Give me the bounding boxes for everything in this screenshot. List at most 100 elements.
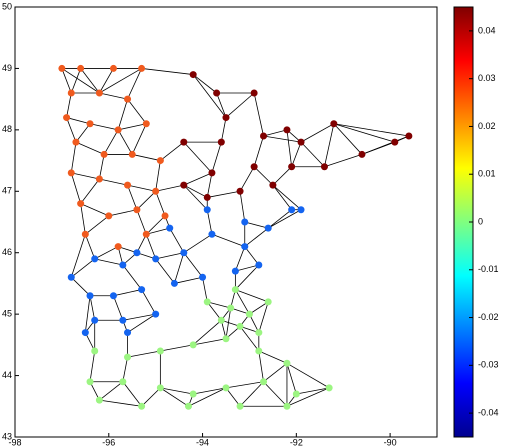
edge xyxy=(235,289,250,315)
edge xyxy=(108,209,137,217)
node xyxy=(72,138,80,146)
node xyxy=(119,261,127,269)
node xyxy=(91,255,99,263)
node xyxy=(250,163,258,171)
edge xyxy=(300,141,325,167)
edge xyxy=(183,172,213,186)
edge xyxy=(127,350,161,358)
edge xyxy=(324,123,335,167)
edge xyxy=(99,399,142,407)
node xyxy=(255,261,263,269)
edge xyxy=(122,357,128,382)
node xyxy=(114,126,122,134)
x-tick-label: -98 xyxy=(8,437,21,447)
node xyxy=(77,64,85,72)
edge xyxy=(192,74,227,118)
edge xyxy=(174,252,185,284)
edge xyxy=(136,209,147,235)
node xyxy=(208,169,216,177)
node xyxy=(95,89,103,97)
edge xyxy=(136,191,156,210)
node xyxy=(330,120,338,128)
node xyxy=(67,89,75,97)
node xyxy=(320,163,328,171)
edge xyxy=(263,129,288,137)
edge xyxy=(183,184,208,198)
colorbar-tick-label: 0.04 xyxy=(478,25,496,35)
node xyxy=(358,150,366,158)
edge xyxy=(61,68,100,94)
edge xyxy=(225,387,241,407)
edge xyxy=(272,184,302,211)
node xyxy=(255,347,263,355)
colorbar-tick-label: 0.01 xyxy=(478,169,496,179)
node xyxy=(217,138,225,146)
node xyxy=(128,150,136,158)
node xyxy=(283,126,291,134)
node xyxy=(264,298,272,306)
edge xyxy=(263,362,288,383)
node xyxy=(124,95,132,103)
colorbar-tick-label: -0.03 xyxy=(478,360,499,370)
edge xyxy=(253,135,264,167)
edge xyxy=(141,68,194,75)
node xyxy=(241,218,249,226)
edge xyxy=(155,160,161,192)
node xyxy=(189,390,197,398)
node xyxy=(222,114,230,122)
edge xyxy=(235,289,269,303)
edge xyxy=(225,381,264,389)
edge xyxy=(66,117,77,143)
colorbar-tick-label: 0.03 xyxy=(478,73,496,83)
edge xyxy=(239,381,264,407)
edge xyxy=(286,387,330,407)
node xyxy=(227,304,235,312)
edge xyxy=(160,387,194,395)
node xyxy=(288,206,296,214)
node xyxy=(63,114,71,122)
edge xyxy=(263,381,288,407)
edge xyxy=(183,141,213,174)
edge xyxy=(127,313,156,333)
edge xyxy=(89,295,96,321)
edge xyxy=(84,295,91,333)
edge xyxy=(127,185,138,210)
node xyxy=(133,206,141,214)
edge xyxy=(286,363,297,395)
edge xyxy=(258,350,264,382)
edge xyxy=(117,129,133,155)
node xyxy=(189,341,197,349)
colorbar-tick-label: -0.01 xyxy=(478,264,499,274)
node xyxy=(105,212,113,220)
edge xyxy=(160,344,194,352)
node xyxy=(236,322,244,330)
edge xyxy=(253,166,274,186)
edge xyxy=(192,74,217,94)
node xyxy=(264,224,272,232)
edge xyxy=(333,123,395,143)
edge xyxy=(193,338,227,346)
edge xyxy=(258,350,288,364)
edge xyxy=(268,209,302,229)
edge xyxy=(141,387,161,407)
edge xyxy=(118,123,147,131)
edge xyxy=(145,234,157,259)
edge xyxy=(239,166,255,192)
edge xyxy=(207,301,231,309)
node xyxy=(152,310,160,318)
edge xyxy=(160,141,185,161)
y-tick-label: 43 xyxy=(2,431,12,441)
edge xyxy=(267,209,292,229)
node xyxy=(156,347,164,355)
node xyxy=(217,316,225,324)
edge xyxy=(84,234,96,259)
edge xyxy=(66,92,72,118)
edge xyxy=(216,92,227,118)
node xyxy=(222,384,230,392)
edge xyxy=(99,68,114,94)
edge xyxy=(127,98,147,124)
edge xyxy=(155,191,166,216)
node xyxy=(180,249,188,257)
edge xyxy=(80,203,86,235)
node xyxy=(86,120,94,128)
